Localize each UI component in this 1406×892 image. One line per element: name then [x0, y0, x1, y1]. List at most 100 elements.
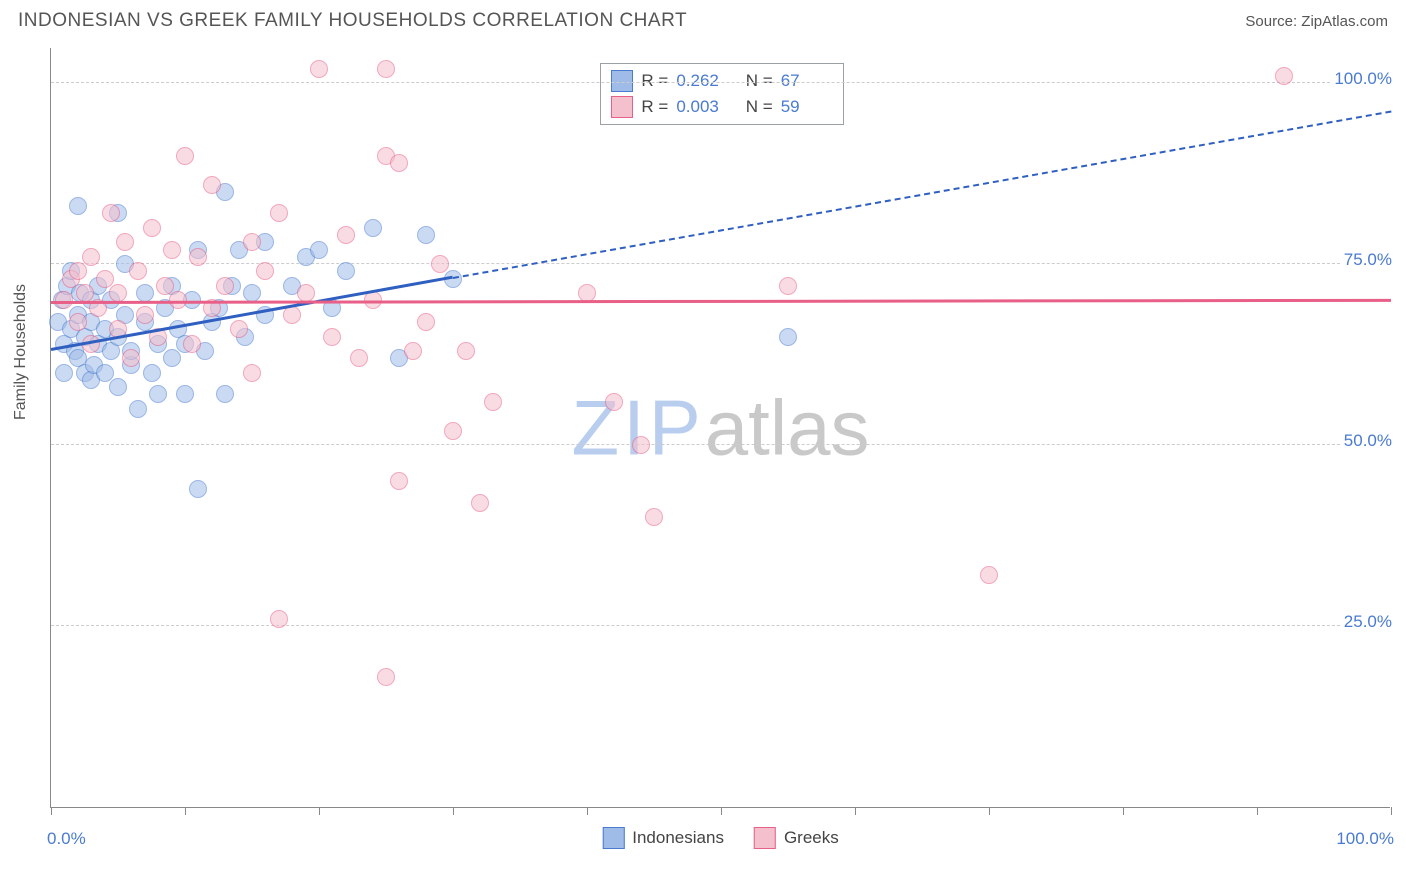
scatter-point: [102, 204, 120, 222]
x-axis-tick: [587, 807, 588, 815]
scatter-point: [364, 219, 382, 237]
stat-r-value: 0.003: [676, 94, 728, 120]
scatter-point: [377, 668, 395, 686]
scatter-point: [377, 60, 395, 78]
chart-title: INDONESIAN VS GREEK FAMILY HOUSEHOLDS CO…: [18, 10, 687, 32]
scatter-point: [390, 154, 408, 172]
stat-n-label: N =: [736, 68, 772, 94]
scatter-point: [116, 233, 134, 251]
watermark-part1: ZIP: [571, 383, 704, 471]
scatter-point: [183, 335, 201, 353]
legend-swatch-indonesians: [602, 827, 624, 849]
scatter-point: [69, 313, 87, 331]
source-value: ZipAtlas.com: [1301, 13, 1388, 30]
scatter-point: [270, 204, 288, 222]
scatter-point: [143, 364, 161, 382]
scatter-point: [163, 349, 181, 367]
x-axis-start-label: 0.0%: [47, 829, 86, 849]
x-axis-tick: [1257, 807, 1258, 815]
scatter-plot-area: ZIPatlas R = 0.262 N = 67R = 0.003 N = 5…: [50, 48, 1390, 808]
scatter-point: [779, 328, 797, 346]
scatter-point: [337, 262, 355, 280]
scatter-point: [457, 342, 475, 360]
scatter-point: [55, 364, 73, 382]
scatter-point: [163, 241, 181, 259]
scatter-point: [471, 494, 489, 512]
scatter-point: [96, 364, 114, 382]
scatter-point: [310, 241, 328, 259]
scatter-point: [216, 385, 234, 403]
stat-r-label: R =: [641, 94, 668, 120]
watermark-part2: atlas: [705, 383, 870, 471]
x-axis-tick: [989, 807, 990, 815]
scatter-point: [143, 219, 161, 237]
scatter-point: [297, 284, 315, 302]
trend-line-extrapolated: [453, 110, 1391, 278]
source-attribution: Source: ZipAtlas.com: [1245, 13, 1388, 30]
x-axis-end-label: 100.0%: [1336, 829, 1394, 849]
source-label: Source:: [1245, 13, 1301, 30]
gridline-h: [51, 82, 1390, 83]
scatter-point: [323, 328, 341, 346]
legend-item-indonesians: Indonesians: [602, 827, 724, 849]
x-axis-tick: [185, 807, 186, 815]
legend-swatch-greeks: [754, 827, 776, 849]
y-axis-tick-label: 50.0%: [1340, 431, 1392, 451]
scatter-point: [256, 262, 274, 280]
scatter-point: [69, 262, 87, 280]
scatter-point: [350, 349, 368, 367]
y-axis-tick-label: 25.0%: [1340, 612, 1392, 632]
y-axis-tick-label: 75.0%: [1340, 250, 1392, 270]
scatter-point: [1275, 67, 1293, 85]
scatter-point: [122, 349, 140, 367]
scatter-point: [980, 566, 998, 584]
scatter-point: [417, 226, 435, 244]
legend-label-indonesians: Indonesians: [632, 828, 724, 848]
scatter-point: [136, 284, 154, 302]
correlation-stats-box: R = 0.262 N = 67R = 0.003 N = 59: [600, 63, 843, 125]
x-axis-tick: [721, 807, 722, 815]
scatter-point: [189, 248, 207, 266]
stats-row: R = 0.003 N = 59: [611, 94, 832, 120]
scatter-point: [69, 197, 87, 215]
scatter-point: [156, 277, 174, 295]
stats-swatch: [611, 96, 633, 118]
scatter-point: [404, 342, 422, 360]
scatter-point: [310, 60, 328, 78]
scatter-point: [129, 262, 147, 280]
scatter-point: [417, 313, 435, 331]
scatter-point: [645, 508, 663, 526]
scatter-point: [189, 480, 207, 498]
scatter-point: [176, 147, 194, 165]
stat-n-label: N =: [736, 94, 772, 120]
y-axis-tick-label: 100.0%: [1330, 69, 1392, 89]
scatter-point: [632, 436, 650, 454]
scatter-point: [243, 284, 261, 302]
x-axis-tick: [1123, 807, 1124, 815]
legend-item-greeks: Greeks: [754, 827, 839, 849]
scatter-point: [149, 385, 167, 403]
scatter-point: [337, 226, 355, 244]
scatter-point: [109, 284, 127, 302]
scatter-point: [230, 320, 248, 338]
stats-swatch: [611, 70, 633, 92]
scatter-point: [431, 255, 449, 273]
x-axis-tick: [453, 807, 454, 815]
legend-label-greeks: Greeks: [784, 828, 839, 848]
y-axis-title: Family Households: [12, 284, 30, 420]
gridline-h: [51, 263, 1390, 264]
scatter-point: [82, 248, 100, 266]
x-axis-tick: [855, 807, 856, 815]
scatter-point: [605, 393, 623, 411]
scatter-point: [96, 270, 114, 288]
scatter-point: [270, 610, 288, 628]
scatter-point: [216, 277, 234, 295]
stat-n-value: 59: [781, 94, 833, 120]
scatter-point: [136, 306, 154, 324]
bottom-legend: Indonesians Greeks: [602, 827, 838, 849]
stat-n-value: 67: [781, 68, 833, 94]
scatter-point: [243, 233, 261, 251]
scatter-point: [390, 472, 408, 490]
scatter-point: [176, 385, 194, 403]
scatter-point: [76, 284, 94, 302]
